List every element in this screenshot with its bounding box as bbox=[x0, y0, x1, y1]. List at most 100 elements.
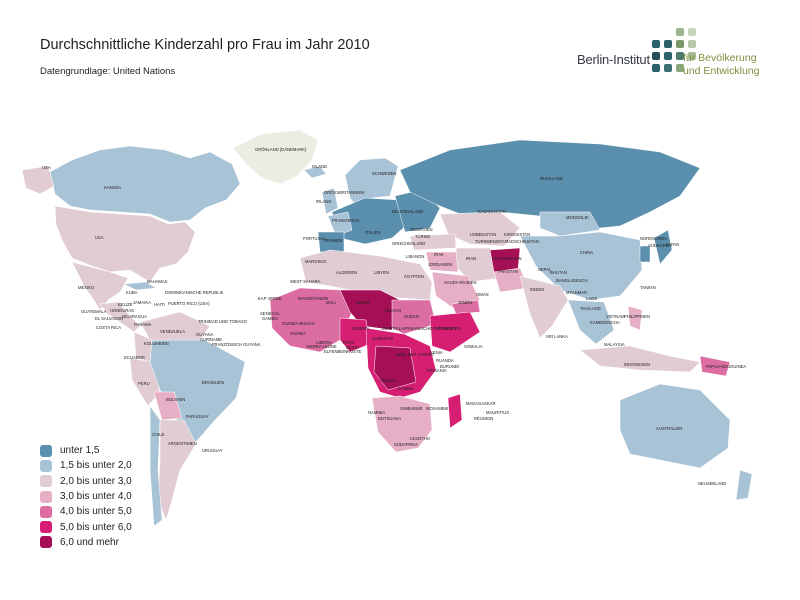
country-label-senegal: SENEGAL bbox=[260, 311, 280, 316]
country-label-irland: IRLAND bbox=[316, 199, 331, 204]
country-label-ecuador: ECUADOR bbox=[124, 355, 145, 360]
region-chile bbox=[149, 405, 163, 527]
country-label-venezuela: VENEZUELA bbox=[160, 329, 185, 334]
country-label-deutschland: DEUTSCHLAND bbox=[392, 209, 423, 214]
country-label-uruguay: URUGUAY bbox=[202, 448, 223, 453]
legend-swatch bbox=[40, 505, 52, 518]
country-label-somalia: SOMALIA bbox=[464, 344, 483, 349]
country-label-paraguay: PARAGUAY bbox=[186, 414, 209, 419]
legend-label: unter 1,5 bbox=[60, 445, 100, 457]
logo-grid-icon bbox=[652, 28, 712, 88]
country-label-vietnam: VIETNAM bbox=[606, 314, 625, 319]
country-label-myanmar: MYANMAR bbox=[566, 290, 587, 295]
country-label-mongolei: MONGOLEI bbox=[566, 215, 589, 220]
map-title: Durchschnittliche Kinderzahl pro Frau im… bbox=[40, 37, 370, 53]
country-label-panama: PANAMA bbox=[134, 322, 152, 327]
country-label-griechenland: GRIECHENLAND bbox=[392, 241, 425, 246]
country-label-pakistan: PAKISTAN bbox=[498, 269, 518, 274]
country-label-bolivien: BOLIVIEN bbox=[166, 397, 185, 402]
country-label-tschad: TSCHAD bbox=[384, 308, 401, 313]
region-island bbox=[303, 165, 327, 179]
legend-label: 4,0 bis unter 5,0 bbox=[60, 506, 132, 518]
legend-swatch bbox=[40, 536, 52, 549]
country-label-zentralafrika: ZENTRALAFRIKANISCHE REPUBLIK bbox=[382, 326, 454, 331]
country-label-philippinen: PHILIPPINEN bbox=[624, 314, 650, 319]
region-niger-mali bbox=[339, 289, 401, 331]
country-label-aegypten: ÄGYPTEN bbox=[404, 274, 424, 279]
country-label-tadschikistan: TADSCHIKISTAN bbox=[506, 239, 539, 244]
country-label-grossbritannien: GROSSBRITANNIEN bbox=[324, 190, 364, 195]
legend-item: unter 1,5 bbox=[40, 443, 132, 458]
country-label-suriname: SURINAME bbox=[200, 337, 222, 342]
country-label-nicaragua: NICARAGUA bbox=[122, 314, 147, 319]
country-label-el-salvador: EL SALVADOR bbox=[95, 316, 123, 321]
legend-label: 3,0 bis unter 4,0 bbox=[60, 491, 132, 503]
country-label-belize: BELIZE bbox=[118, 302, 133, 307]
region-jemen bbox=[451, 299, 481, 315]
country-label-bhutan: BHUTAN bbox=[550, 270, 567, 275]
country-label-kenia: KENIA bbox=[430, 350, 443, 355]
region-indien bbox=[519, 275, 569, 339]
region-horn bbox=[429, 311, 481, 353]
country-label-guinea: GUINEA bbox=[290, 331, 306, 336]
region-zentralamerika bbox=[99, 301, 141, 333]
legend-label: 6,0 und mehr bbox=[60, 536, 119, 548]
country-label-dominikanische-republik: DOMINIKANISCHE REPUBLIK bbox=[165, 290, 224, 295]
region-kuba bbox=[123, 281, 157, 291]
region-argentinien bbox=[157, 419, 197, 521]
country-label-guyana: GUYANA bbox=[196, 332, 214, 337]
country-label-namibia: NAMIBIA bbox=[368, 410, 385, 415]
country-label-malaysia: MALAYSIA bbox=[604, 342, 625, 347]
country-label-jamaika: JAMAIKA bbox=[133, 300, 151, 305]
country-label-kap-verde: KAP VERDE bbox=[258, 296, 282, 301]
country-label-peru: PERU bbox=[138, 381, 150, 386]
region-korea bbox=[639, 245, 651, 263]
country-label-jemen: JEMEN bbox=[458, 300, 472, 305]
country-label-trinidad: TRINIDAD UND TOBAGO bbox=[198, 319, 248, 324]
region-brasilien bbox=[149, 339, 246, 443]
berlin-institut-logo: Berlin-Institut für Bevölkerung und Entw… bbox=[560, 26, 790, 88]
country-label-sambia: SAMBIA bbox=[398, 386, 414, 391]
region-russland bbox=[399, 139, 701, 231]
region-suedafrika bbox=[371, 395, 433, 453]
country-label-brasilien: BRASILIEN bbox=[202, 380, 224, 385]
country-labels: GRÖNLAND (DÄNEMARK) USA KANADA USA MEXIK… bbox=[42, 147, 746, 486]
legend-swatch bbox=[40, 444, 52, 457]
country-label-japan: JAPAN bbox=[666, 242, 679, 247]
country-label-franz-guayana: FRANZÖSISCH GUYANA bbox=[212, 342, 261, 347]
region-bolivien bbox=[153, 391, 183, 421]
country-label-nordkorea: NORDKOREA bbox=[640, 236, 667, 241]
country-label-togo: TOGO bbox=[342, 340, 355, 345]
country-label-groenland: GRÖNLAND (DÄNEMARK) bbox=[255, 147, 307, 152]
country-label-benin: BENIN bbox=[346, 345, 359, 350]
region-frankreich bbox=[327, 211, 353, 237]
legend-item: 2,0 bis unter 3,0 bbox=[40, 474, 132, 489]
region-nigeria bbox=[339, 317, 371, 353]
region-australien bbox=[619, 383, 731, 469]
country-label-russland: RUSSLAND bbox=[540, 176, 563, 181]
region-suedostasien bbox=[567, 299, 615, 345]
country-label-neuseeland: NEUSEELAND bbox=[698, 481, 726, 486]
region-china bbox=[519, 231, 643, 301]
country-label-aethiopien: ÄTHIOPIEN bbox=[438, 326, 461, 331]
legend-item: 3,0 bis unter 4,0 bbox=[40, 489, 132, 504]
country-label-kuba: KUBA bbox=[126, 290, 138, 295]
country-label-lesotho: LESOTHO bbox=[410, 436, 431, 441]
country-label-schweden: SCHWEDEN bbox=[372, 171, 396, 176]
country-label-irak: IRAK bbox=[434, 252, 444, 257]
country-label-argentinien: ARGENTINIEN bbox=[168, 441, 197, 446]
region-peru bbox=[129, 357, 161, 407]
country-label-puerto-rico: PUERTO RICO (USA) bbox=[168, 301, 210, 306]
region-kanada bbox=[49, 145, 241, 223]
legend-item: 6,0 und mehr bbox=[40, 535, 132, 550]
country-label-sri-lanka: SRI LANKA bbox=[546, 334, 568, 339]
country-label-turkmenistan: TURKMENISTAN bbox=[475, 239, 508, 244]
region-mexiko bbox=[71, 261, 129, 311]
country-label-sierra-leone: SIERRA LEONE bbox=[306, 344, 337, 349]
country-label-tansania: TANSANIA bbox=[426, 368, 447, 373]
country-label-reunion: RÉUNION bbox=[474, 416, 493, 421]
country-label-jordanien: JORDANIEN bbox=[428, 262, 452, 267]
logo-name: Berlin-Institut bbox=[577, 52, 650, 67]
region-madagaskar bbox=[447, 393, 463, 429]
